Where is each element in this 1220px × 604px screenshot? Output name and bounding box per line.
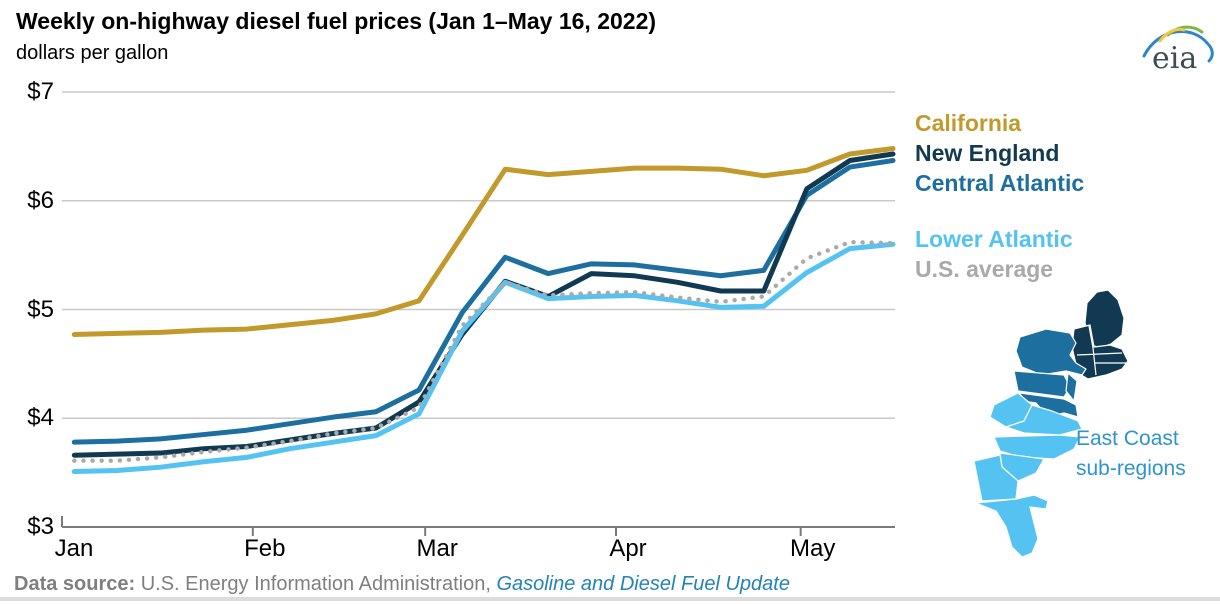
map-caption-line1: East Coast	[1076, 427, 1179, 450]
legend-item-california: California	[915, 110, 1022, 136]
y-axis-tick-label: $6	[27, 186, 54, 214]
series-line-california	[71, 146, 896, 338]
map-border-line	[1076, 325, 1126, 376]
page-title: Weekly on-highway diesel fuel prices (Ja…	[16, 8, 657, 34]
x-axis-tick-label: Mar	[416, 535, 458, 562]
logo-yellow-swoosh	[1158, 27, 1186, 43]
map-state-georgia	[973, 454, 1019, 502]
map-caption-line2: sub-regions	[1076, 457, 1186, 480]
legend-item-new-england: New England	[915, 140, 1060, 166]
footer: Data source: U.S. Energy Information Adm…	[14, 573, 790, 596]
page-subtitle: dollars per gallon	[16, 42, 169, 64]
x-axis-tick-label: Apr	[609, 535, 647, 562]
map-state-new-york	[1015, 328, 1087, 376]
y-axis-tick-label: $3	[27, 513, 54, 540]
logo-text: eia	[1152, 41, 1197, 76]
map-state-new-jersey	[1065, 372, 1078, 402]
series-line-central-atlantic	[71, 158, 896, 445]
data-source-label: Data source:	[14, 573, 141, 595]
data-source-text: U.S. Energy Information Administration,	[140, 573, 497, 595]
y-axis-tick-label: $5	[27, 295, 54, 323]
map-state-florida	[975, 494, 1049, 558]
y-axis-tick-label: $7	[27, 78, 54, 105]
east-coast-map	[973, 289, 1129, 558]
x-axis-tick-label: Jan	[54, 535, 94, 562]
legend-item-central-atlantic: Central Atlantic	[915, 170, 1085, 196]
data-source-link[interactable]: Gasoline and Diesel Fuel Update	[496, 573, 790, 595]
map-state-north-carolina	[993, 434, 1081, 460]
y-axis-tick-label: $4	[27, 404, 54, 432]
map-state-virginia	[1005, 404, 1083, 436]
map-caption: East Coast sub-regions	[1076, 424, 1186, 484]
legend-item-lower-atlantic: Lower Atlantic	[915, 226, 1073, 252]
series-line-u-s-average	[72, 239, 896, 463]
bottom-rule	[0, 597, 1220, 601]
logo-blue-swoosh	[1142, 30, 1214, 63]
eia-logo: eia	[1142, 25, 1214, 76]
x-axis-tick-label: May	[789, 535, 836, 562]
legend-item-u-s-average: U.S. average	[915, 256, 1054, 282]
x-axis-tick-label: Feb	[244, 535, 286, 562]
